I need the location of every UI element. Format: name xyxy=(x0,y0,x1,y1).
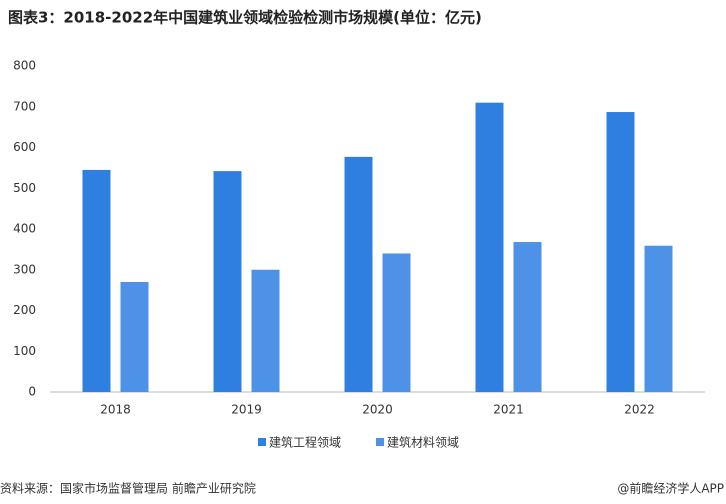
bar xyxy=(120,281,149,392)
x-tick-label: 2022 xyxy=(624,403,655,417)
legend-label: 建筑工程领域 xyxy=(269,435,341,450)
x-tick-label: 2020 xyxy=(362,403,393,417)
y-tick-label: 500 xyxy=(13,181,36,195)
chart-title: 图表3：2018-2022年中国建筑业领域检验检测市场规模(单位：亿元) xyxy=(8,9,482,27)
bar xyxy=(475,102,504,393)
y-tick-label: 800 xyxy=(13,59,36,73)
y-tick-label: 300 xyxy=(13,262,36,276)
legend-swatch xyxy=(376,438,384,446)
bar xyxy=(344,156,373,392)
bar xyxy=(82,169,111,392)
y-tick-label: 200 xyxy=(13,303,36,317)
credit: @前瞻经济学人APP xyxy=(617,481,724,496)
source-note: 资料来源：国家市场监督管理局 前瞻产业研究院 xyxy=(0,481,256,496)
bar xyxy=(644,245,673,392)
y-tick-label: 0 xyxy=(28,385,36,399)
y-tick-label: 100 xyxy=(13,344,36,358)
y-tick-label: 600 xyxy=(13,140,36,154)
bar xyxy=(513,242,542,392)
y-tick-label: 400 xyxy=(13,222,36,236)
bar xyxy=(213,171,242,392)
y-tick-label: 700 xyxy=(13,99,36,113)
x-tick-label: 2019 xyxy=(231,403,262,417)
bar xyxy=(382,253,411,392)
bar xyxy=(251,269,280,392)
bar xyxy=(606,112,635,393)
x-tick-label: 2018 xyxy=(100,403,131,417)
x-tick-label: 2021 xyxy=(493,403,524,417)
legend-label: 建筑材料领域 xyxy=(387,435,459,450)
legend-swatch xyxy=(258,438,266,446)
